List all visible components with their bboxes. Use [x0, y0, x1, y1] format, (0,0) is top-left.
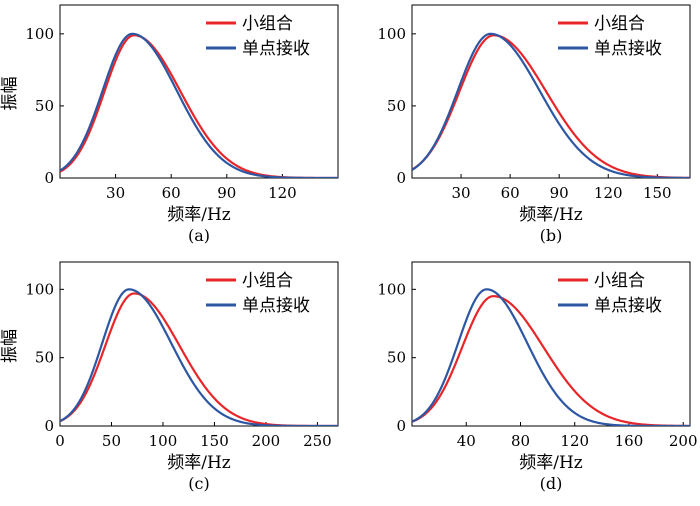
x-tick-label: 120	[560, 432, 589, 450]
series-line-blue	[412, 32, 690, 178]
x-tick-label: 200	[669, 432, 698, 450]
series-line-red	[412, 34, 690, 178]
y-tick-label: 100	[377, 25, 406, 43]
x-tick-label: 50	[102, 432, 121, 450]
y-tick-label: 50	[35, 349, 54, 367]
series-line-red	[412, 295, 690, 426]
x-tick-label: 30	[106, 184, 125, 202]
plot-frame	[59, 4, 339, 179]
legend-label: 单点接收	[594, 39, 662, 59]
x-tick-label: 120	[268, 184, 297, 202]
x-tick-label: 0	[55, 432, 65, 450]
x-tick-label: 40	[457, 432, 476, 450]
y-axis-label: 振幅	[0, 77, 20, 111]
x-tick-label: 160	[615, 432, 644, 450]
x-tick-label: 250	[303, 432, 332, 450]
y-axis-label: 振幅	[0, 329, 20, 363]
x-axis-label: 频率/Hz	[519, 453, 583, 473]
legend-label: 小组合	[242, 271, 293, 291]
y-tick-label: 100	[377, 280, 406, 298]
legend-label: 小组合	[594, 271, 645, 291]
panel-label: (a)	[188, 226, 210, 245]
panel-label: (d)	[540, 474, 563, 493]
series-line-blue	[412, 288, 690, 426]
panel-label: (b)	[540, 226, 563, 245]
y-tick-label: 0	[396, 169, 406, 187]
y-tick-label: 0	[396, 417, 406, 435]
x-axis-label: 频率/Hz	[519, 205, 583, 225]
plot-frame	[59, 261, 339, 427]
x-tick-label: 30	[452, 184, 471, 202]
x-axis-label: 频率/Hz	[167, 453, 231, 473]
y-tick-label: 50	[35, 97, 54, 115]
x-axis-label: 频率/Hz	[167, 205, 231, 225]
y-tick-label: 0	[44, 417, 54, 435]
y-tick-label: 0	[44, 169, 54, 187]
series-line-blue	[60, 288, 338, 426]
y-tick-label: 100	[25, 280, 54, 298]
plot-frame	[411, 261, 691, 427]
plot-frame	[411, 4, 691, 179]
x-tick-label: 80	[511, 432, 530, 450]
panel-label: (c)	[188, 474, 209, 493]
x-tick-label: 60	[501, 184, 520, 202]
x-tick-label: 100	[149, 432, 178, 450]
series-line-blue	[60, 32, 338, 178]
y-tick-label: 100	[25, 25, 54, 43]
x-tick-label: 200	[252, 432, 281, 450]
legend-label: 小组合	[594, 14, 645, 34]
legend-label: 单点接收	[242, 296, 310, 316]
legend-label: 小组合	[242, 14, 293, 34]
x-tick-label: 150	[200, 432, 229, 450]
x-tick-label: 150	[643, 184, 672, 202]
x-tick-label: 60	[162, 184, 181, 202]
x-tick-label: 120	[594, 184, 623, 202]
x-tick-label: 90	[217, 184, 236, 202]
x-tick-label: 90	[550, 184, 569, 202]
y-tick-label: 50	[387, 349, 406, 367]
legend-label: 单点接收	[242, 39, 310, 59]
y-tick-label: 50	[387, 97, 406, 115]
legend-label: 单点接收	[594, 296, 662, 316]
